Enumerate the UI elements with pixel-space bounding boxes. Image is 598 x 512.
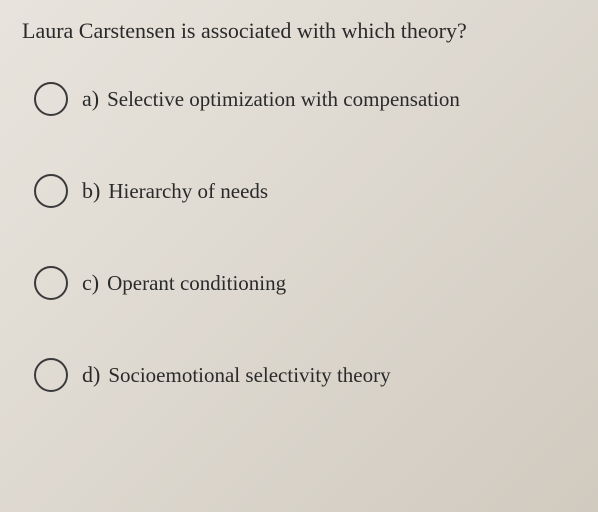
radio-b[interactable] — [34, 174, 68, 208]
option-b: b) Hierarchy of needs — [34, 174, 576, 208]
option-b-text: b) Hierarchy of needs — [82, 178, 268, 204]
option-c-answer: Operant conditioning — [107, 271, 286, 296]
option-c-letter: c) — [82, 270, 99, 296]
option-d-letter: d) — [82, 362, 100, 388]
option-a: a) Selective optimization with compensat… — [34, 82, 576, 116]
option-c-text: c) Operant conditioning — [82, 270, 286, 296]
option-b-answer: Hierarchy of needs — [108, 179, 268, 204]
option-a-text: a) Selective optimization with compensat… — [82, 86, 460, 112]
option-a-letter: a) — [82, 86, 99, 112]
radio-c[interactable] — [34, 266, 68, 300]
question-text: Laura Carstensen is associated with whic… — [22, 18, 576, 44]
option-c: c) Operant conditioning — [34, 266, 576, 300]
options-list: a) Selective optimization with compensat… — [22, 82, 576, 392]
radio-d[interactable] — [34, 358, 68, 392]
option-b-letter: b) — [82, 178, 100, 204]
option-d-text: d) Socioemotional selectivity theory — [82, 362, 391, 388]
radio-a[interactable] — [34, 82, 68, 116]
option-a-answer: Selective optimization with compensation — [107, 87, 460, 112]
option-d: d) Socioemotional selectivity theory — [34, 358, 576, 392]
option-d-answer: Socioemotional selectivity theory — [108, 363, 390, 388]
